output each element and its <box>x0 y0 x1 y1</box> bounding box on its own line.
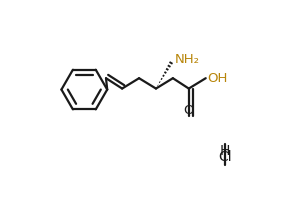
Text: O: O <box>184 104 194 117</box>
Text: H: H <box>219 144 230 158</box>
Text: Cl: Cl <box>218 150 232 164</box>
Text: NH₂: NH₂ <box>174 53 199 66</box>
Text: OH: OH <box>207 72 228 85</box>
